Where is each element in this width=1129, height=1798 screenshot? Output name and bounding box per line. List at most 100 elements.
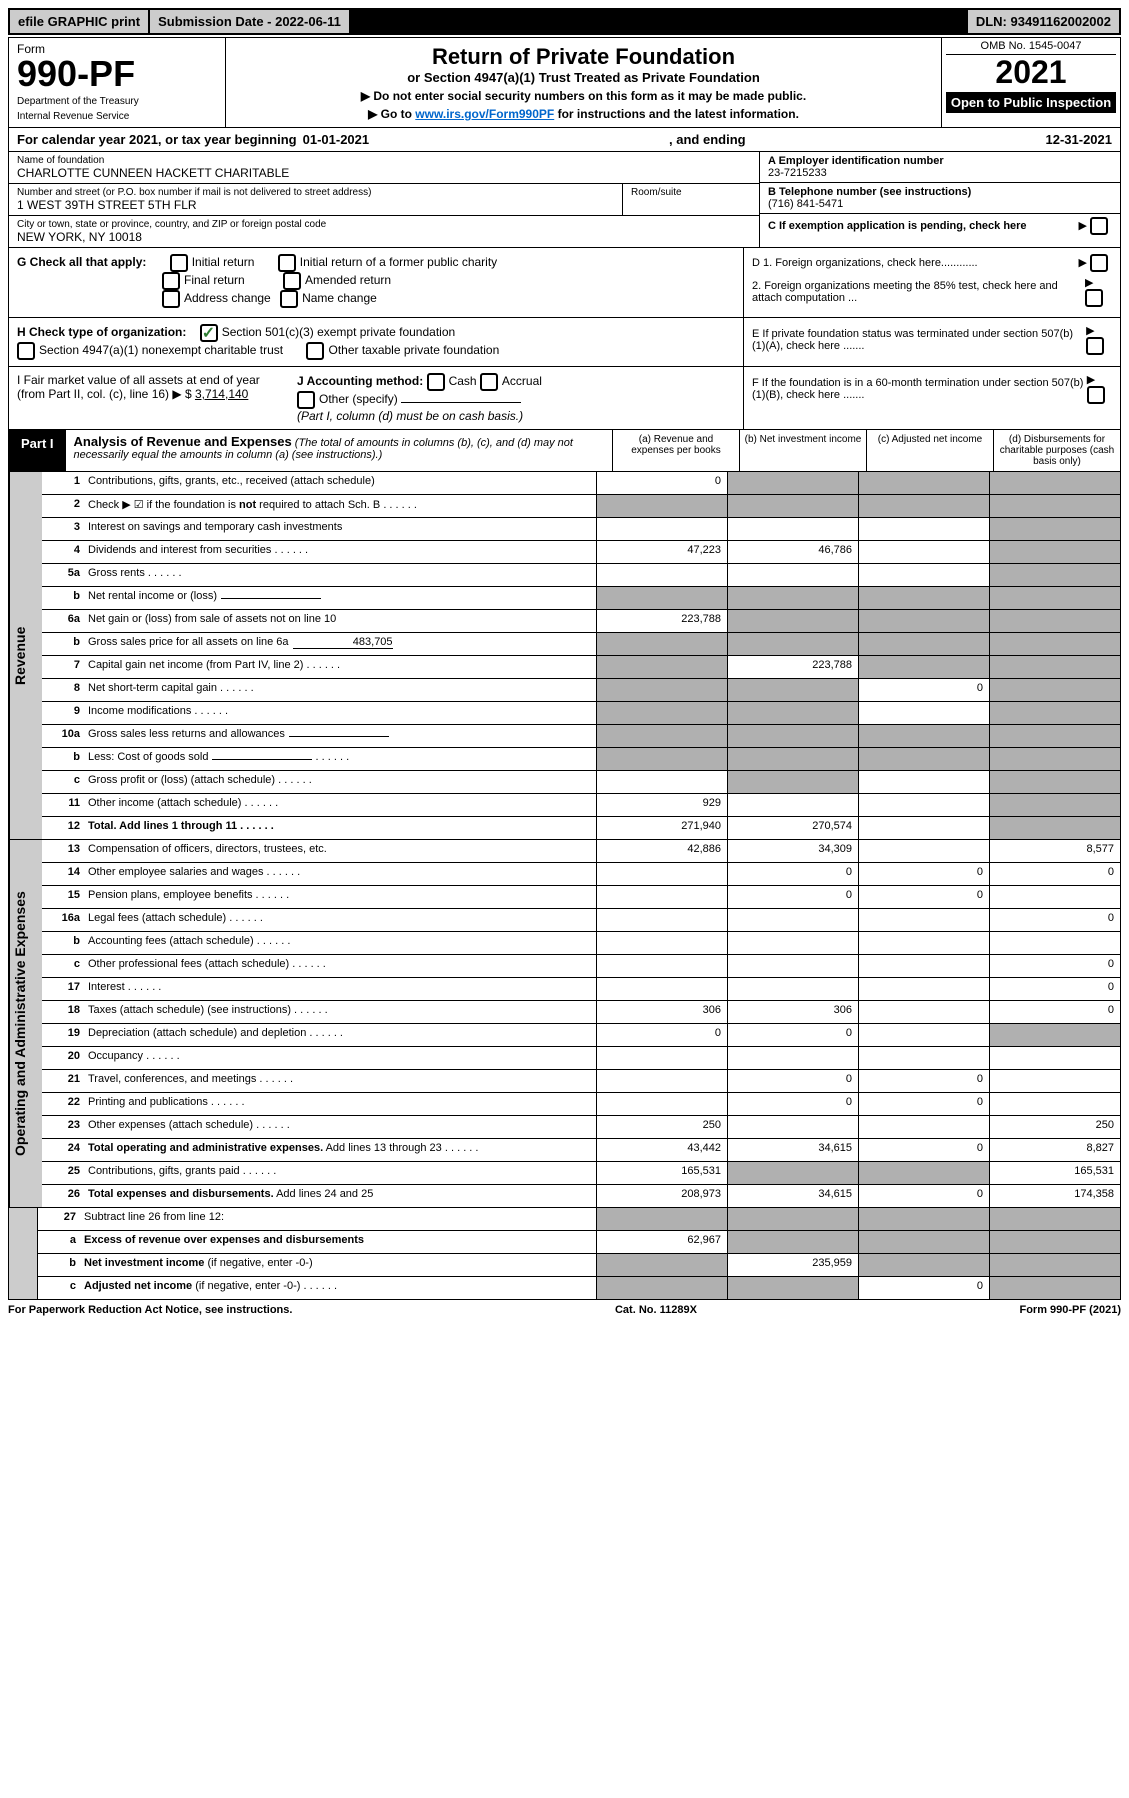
line-number: 26 bbox=[42, 1185, 84, 1207]
amt-d bbox=[989, 817, 1120, 839]
j-label: J Accounting method: bbox=[297, 374, 423, 388]
line-description: Contributions, gifts, grants paid . . . … bbox=[84, 1162, 596, 1184]
amt-c bbox=[858, 564, 989, 586]
line-number: 18 bbox=[42, 1001, 84, 1023]
amt-d bbox=[989, 1254, 1120, 1276]
amt-c bbox=[858, 932, 989, 954]
h-501c3-checkbox[interactable] bbox=[200, 324, 218, 342]
amt-b: 223,788 bbox=[727, 656, 858, 678]
part1-title: Analysis of Revenue and Expenses bbox=[74, 434, 292, 449]
form-title: Return of Private Foundation bbox=[236, 44, 931, 70]
amt-a: 223,788 bbox=[596, 610, 727, 632]
part1-label: Part I bbox=[9, 430, 66, 471]
amt-a bbox=[596, 1047, 727, 1069]
g-opt-4: Amended return bbox=[305, 273, 391, 287]
line-description: Taxes (attach schedule) (see instruction… bbox=[84, 1001, 596, 1023]
e-checkbox[interactable] bbox=[1086, 337, 1104, 355]
dept-treasury: Department of the Treasury bbox=[17, 96, 217, 107]
amt-b bbox=[727, 909, 858, 931]
line-description: Subtract line 26 from line 12: bbox=[80, 1208, 596, 1230]
j-cash-checkbox[interactable] bbox=[427, 373, 445, 391]
leader-dots: . . . . . . bbox=[143, 1050, 180, 1062]
amt-a bbox=[596, 748, 727, 770]
inline-amount bbox=[289, 736, 389, 737]
amt-b bbox=[727, 495, 858, 517]
g-final-checkbox[interactable] bbox=[162, 272, 180, 290]
amt-d bbox=[989, 633, 1120, 655]
h-other-checkbox[interactable] bbox=[306, 342, 324, 360]
g-initial-checkbox[interactable] bbox=[170, 254, 188, 272]
g-name-checkbox[interactable] bbox=[280, 290, 298, 308]
amt-c bbox=[858, 472, 989, 494]
amt-c: 0 bbox=[858, 1277, 989, 1299]
amt-b bbox=[727, 472, 858, 494]
amt-a bbox=[596, 863, 727, 885]
exp-row-16a: 16aLegal fees (attach schedule) . . . . … bbox=[42, 909, 1120, 932]
g-initial-former-checkbox[interactable] bbox=[278, 254, 296, 272]
col-a-header: (a) Revenue and expenses per books bbox=[613, 430, 740, 471]
line-number: 6a bbox=[42, 610, 84, 632]
line-number: 1 bbox=[42, 472, 84, 494]
leader-dots: . . . . . . bbox=[300, 1280, 337, 1292]
amt-b: 46,786 bbox=[727, 541, 858, 563]
submission-date: Submission Date - 2022-06-11 bbox=[150, 10, 349, 33]
leader-dots: . . . . . . bbox=[275, 774, 312, 786]
j-other-checkbox[interactable] bbox=[297, 391, 315, 409]
amt-b bbox=[727, 1208, 858, 1230]
d2-checkbox[interactable] bbox=[1085, 289, 1103, 307]
ein-label: A Employer identification number bbox=[768, 155, 1112, 167]
c-checkbox[interactable] bbox=[1090, 217, 1108, 235]
amt-a bbox=[596, 955, 727, 977]
amt-d bbox=[989, 1231, 1120, 1253]
amt-a bbox=[596, 1070, 727, 1092]
f-checkbox[interactable] bbox=[1087, 386, 1105, 404]
amt-b bbox=[727, 564, 858, 586]
exp-row-14: 14Other employee salaries and wages . . … bbox=[42, 863, 1120, 886]
amt-b bbox=[727, 1162, 858, 1184]
amt-a: 0 bbox=[596, 472, 727, 494]
cal-prefix: For calendar year 2021, or tax year begi… bbox=[17, 132, 297, 147]
form-number: 990-PF bbox=[17, 56, 217, 92]
amt-c bbox=[858, 610, 989, 632]
revenue-rows: 1Contributions, gifts, grants, etc., rec… bbox=[42, 472, 1120, 839]
line-number: 3 bbox=[42, 518, 84, 540]
g-address-checkbox[interactable] bbox=[162, 290, 180, 308]
dept-irs: Internal Revenue Service bbox=[17, 111, 217, 122]
amt-d bbox=[989, 1093, 1120, 1115]
amt-b: 34,615 bbox=[727, 1185, 858, 1207]
f-label: F If the foundation is in a 60-month ter… bbox=[752, 377, 1087, 401]
amt-a bbox=[596, 1208, 727, 1230]
j-accrual: Accrual bbox=[502, 374, 542, 388]
g-amended-checkbox[interactable] bbox=[283, 272, 301, 290]
ij-section: I Fair market value of all assets at end… bbox=[9, 367, 743, 429]
line-description: Total operating and administrative expen… bbox=[84, 1139, 596, 1161]
amt-a bbox=[596, 1254, 727, 1276]
final-rows: 27Subtract line 26 from line 12:aExcess … bbox=[38, 1208, 1120, 1299]
col-b-header: (b) Net investment income bbox=[740, 430, 867, 471]
line-description: Check ▶ ☑ if the foundation is not requi… bbox=[84, 495, 596, 517]
instructions-link[interactable]: www.irs.gov/Form990PF bbox=[415, 107, 554, 121]
amt-d bbox=[989, 564, 1120, 586]
efile-label[interactable]: efile GRAPHIC print bbox=[10, 10, 148, 33]
leader-dots: . . . . . . bbox=[291, 1004, 328, 1016]
h-4947-checkbox[interactable] bbox=[17, 342, 35, 360]
leader-dots: . . . . . . bbox=[237, 820, 274, 832]
amt-a: 306 bbox=[596, 1001, 727, 1023]
j-accrual-checkbox[interactable] bbox=[480, 373, 498, 391]
amt-b bbox=[727, 955, 858, 977]
line-description: Legal fees (attach schedule) . . . . . . bbox=[84, 909, 596, 931]
amt-a bbox=[596, 771, 727, 793]
line-number: 19 bbox=[42, 1024, 84, 1046]
amt-d: 8,577 bbox=[989, 840, 1120, 862]
amt-b bbox=[727, 748, 858, 770]
line-description: Net rental income or (loss) bbox=[84, 587, 596, 609]
amt-a bbox=[596, 909, 727, 931]
page-footer: For Paperwork Reduction Act Notice, see … bbox=[8, 1304, 1121, 1316]
j-cash: Cash bbox=[449, 374, 477, 388]
amt-c bbox=[858, 771, 989, 793]
g-label: G Check all that apply: bbox=[17, 255, 146, 269]
d1-checkbox[interactable] bbox=[1090, 254, 1108, 272]
amt-c bbox=[858, 656, 989, 678]
line-number: 24 bbox=[42, 1139, 84, 1161]
amt-a bbox=[596, 518, 727, 540]
